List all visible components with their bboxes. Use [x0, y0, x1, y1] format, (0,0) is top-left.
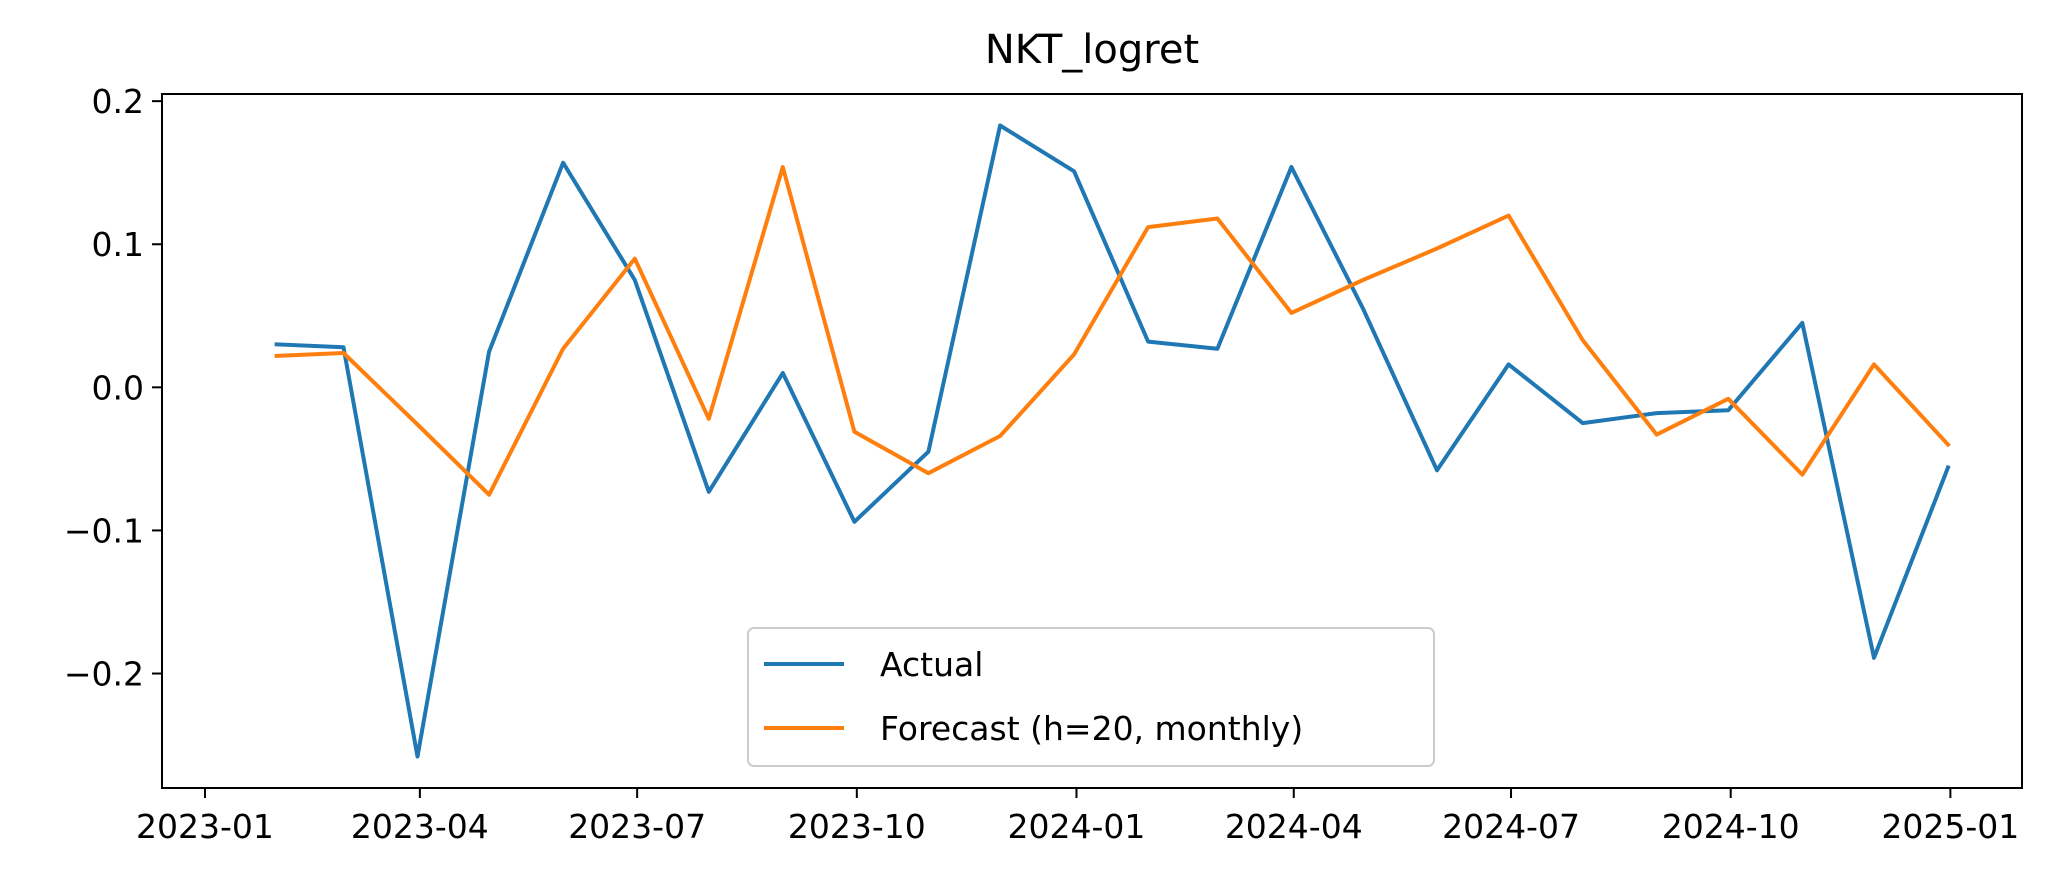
x-tick-label: 2023-07: [568, 807, 706, 846]
y-tick-label: 0.1: [92, 225, 144, 264]
legend-label: Forecast (h=20, monthly): [880, 709, 1303, 748]
series-line-forecast: [274, 165, 1951, 497]
chart-title: NKT_logret: [985, 27, 1199, 73]
legend-box: [747, 627, 1435, 767]
x-tick-label: 2023-04: [351, 807, 489, 846]
series-layer: [274, 123, 1951, 759]
x-tick-label: 2024-10: [1662, 807, 1800, 846]
plot-area: [161, 93, 2023, 789]
x-axis: 2023-01 2023-04 2023-07 2023-10 2024-01 2024-…: [136, 788, 2019, 846]
plot-frame: [161, 93, 2023, 789]
x-tick-label: 2024-01: [1008, 807, 1146, 846]
x-tick-label: 2025-01: [1881, 807, 2019, 846]
legend-label: Actual: [880, 645, 983, 684]
x-tick-label: 2023-01: [136, 807, 274, 846]
y-tick-label: 0.0: [92, 368, 144, 407]
x-tick-label: 2023-10: [788, 807, 926, 846]
y-axis: −0.2 −0.1 0.0 0.1 0.2: [64, 82, 162, 694]
y-tick-label: −0.2: [64, 655, 144, 694]
y-tick-label: 0.2: [92, 82, 144, 121]
x-tick-label: 2024-04: [1225, 807, 1363, 846]
series-line-actual: [274, 123, 1951, 759]
y-tick-label: −0.1: [64, 511, 144, 550]
legend: Actual Forecast (h=20, monthly): [747, 627, 1435, 767]
x-tick-label: 2024-07: [1442, 807, 1580, 846]
